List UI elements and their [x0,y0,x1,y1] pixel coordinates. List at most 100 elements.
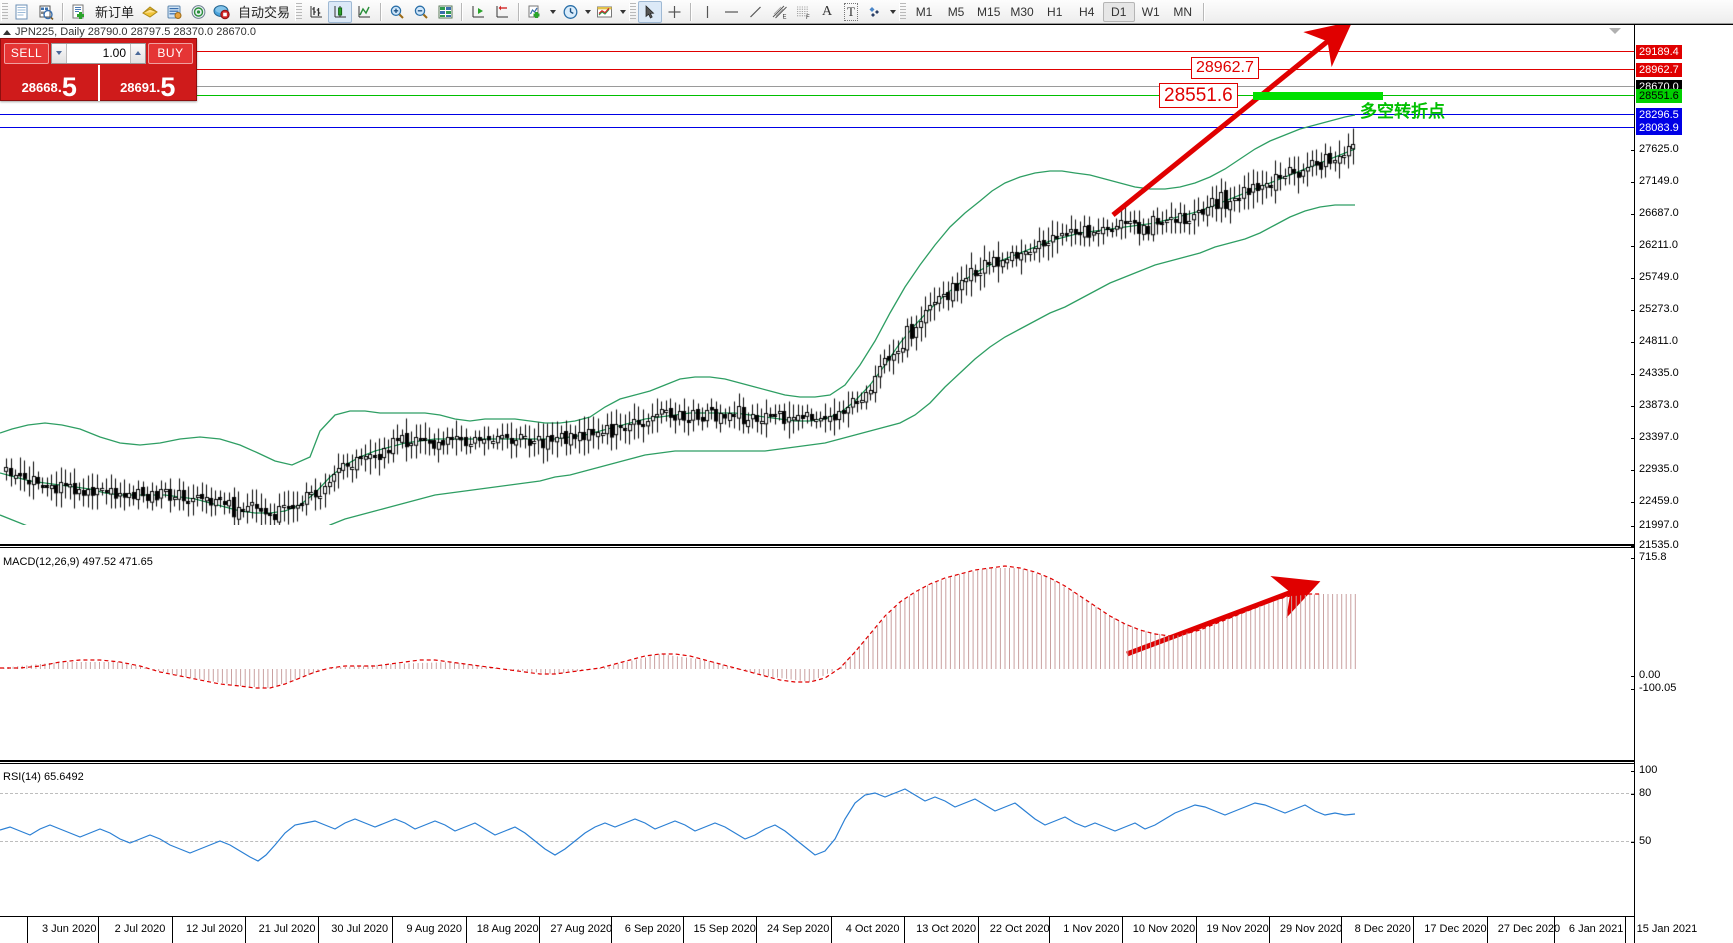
toolbar-grip-2[interactable] [295,2,303,21]
chart-shift-icon[interactable] [490,1,514,23]
trendline-icon[interactable] [743,1,767,23]
indicators-dropdown-caret[interactable] [547,1,558,23]
crosshair-icon[interactable] [662,1,686,23]
objects-dropdown-caret[interactable] [887,1,898,23]
chart-expand-icon[interactable] [3,29,11,35]
date-tick [465,917,467,943]
rsi-indicator-label[interactable]: RSI(14) 65.6492 [3,771,84,783]
new-order-icon[interactable] [67,1,91,23]
chart-window[interactable]: JPN225, Daily 28790.0 28797.5 28370.0 28… [0,24,1733,943]
date-tick [1554,917,1556,943]
ytick-rsi-50: 50 [1630,835,1651,847]
data-window-icon[interactable] [433,1,457,23]
objects-list-icon[interactable] [863,1,887,23]
ytick-24811: 24811.0 [1631,335,1678,347]
toolbar-grip-4[interactable] [899,2,907,21]
timeframe-w1[interactable]: W1 [1141,4,1160,19]
text-icon-glyph: A [821,3,833,19]
vertical-line-icon[interactable] [695,1,719,23]
turning-point-label[interactable]: 多空转折点 [1360,102,1445,122]
rsi-level-80 [0,793,1634,794]
buy-price-separator: . [156,79,161,96]
chart-symbol-header: JPN225, Daily 28790.0 28797.5 28370.0 28… [0,25,256,39]
one-click-trading-panel[interactable]: SELL 1.00 BUY 28668 . 5 28691 . 5 [0,38,197,101]
volume-increase-button[interactable] [130,43,145,63]
rsi-pane-top-separator-2 [0,763,1634,764]
templates-dropdown-caret[interactable] [617,1,628,23]
templates-icon[interactable] [593,1,617,23]
market-watch-icon[interactable] [34,1,58,23]
toolbar-separator [62,2,63,21]
date-tick-label: 22 Oct 2020 [989,923,1050,935]
buy-price[interactable]: 28691 . 5 [100,65,197,101]
chart-plot-area[interactable]: 28962.7 28551.6 多空转折点 [0,25,1634,943]
timeframe-m15[interactable]: M15 [977,4,1001,19]
zoom-in-icon[interactable] [385,1,409,23]
volume-decrease-button[interactable] [52,43,67,63]
periodicity-icon[interactable] [558,1,582,23]
date-tick-label: 15 Sep 2020 [693,923,756,935]
pivot-label[interactable]: 28551.6 [1159,83,1238,108]
date-axis[interactable]: 3 Jun 2020 2 Jul 2020 12 Jul 2020 21 Jul 20… [0,916,1697,943]
autotrading-button[interactable]: 自动交易 [238,6,291,21]
macd-indicator-label[interactable]: MACD(12,26,9) 497.52 471.65 [3,556,153,568]
toolbar-grip[interactable] [1,2,8,21]
auto-scroll-icon[interactable] [466,1,490,23]
volume-input[interactable]: 1.00 [102,46,126,60]
chart-shift-handle[interactable] [1609,28,1621,35]
equidistant-channel-icon[interactable]: E [767,1,791,23]
toolbar-separator-5 [690,2,692,21]
toolbar-separator-4 [518,2,520,21]
timeframe-mn[interactable]: MN [1173,4,1193,19]
symbol-ohlc-text: JPN225, Daily 28790.0 28797.5 28370.0 28… [15,26,256,38]
rsi-line [0,788,1356,862]
timeframe-h1[interactable]: H1 [1047,4,1063,19]
one-click-trading-top-row: SELL 1.00 BUY [1,39,196,65]
date-tick [682,917,684,943]
timeframe-m1[interactable]: M1 [915,4,933,19]
buy-button[interactable]: BUY [148,42,193,64]
ytick-21997: 21997.0 [1631,519,1679,531]
fibonacci-retracement-icon[interactable]: F [791,1,815,23]
macd-pane-top-separator [0,544,1634,546]
price-scale[interactable]: 29189.4 28962.7 28670.0 28551.6 28296.5 … [1630,25,1733,943]
bar-chart-icon[interactable] [304,1,328,23]
navigator-icon[interactable] [162,1,186,23]
ytick-27149: 27149.0 [1631,175,1679,187]
terminal-icon[interactable] [186,1,210,23]
timeframe-d1[interactable]: D1 [1102,1,1135,22]
sell-price[interactable]: 28668 . 5 [1,65,98,101]
timeframe-m5[interactable]: M5 [947,4,965,19]
date-tick [1413,917,1415,943]
indicators-icon[interactable] [523,1,547,23]
volume-stepper[interactable]: 1.00 [51,42,146,64]
autotrading-icon[interactable] [210,1,234,23]
date-tick-label: 17 Dec 2020 [1424,923,1487,935]
new-order-button[interactable]: 新订单 [95,6,135,21]
timeframe-m30[interactable]: M30 [1010,4,1034,19]
sell-button[interactable]: SELL [4,42,49,64]
toolbar-grip-3[interactable] [629,2,637,21]
text-label-icon[interactable]: T [839,1,863,23]
date-tick-label: 27 Dec 2020 [1497,923,1561,935]
zoom-out-icon[interactable] [409,1,433,23]
line-chart-icon[interactable] [352,1,376,23]
date-tick-label: 12 Jul 2020 [186,923,243,935]
text-icon[interactable]: A [815,1,839,23]
timeframe-h4[interactable]: H4 [1079,4,1095,19]
sell-price-decimal: 5 [61,72,77,102]
ytick-26687: 26687.0 [1631,207,1679,219]
date-tick [317,917,319,943]
date-tick [1269,917,1271,943]
metaeditor-icon[interactable] [138,1,162,23]
new-chart-icon[interactable] [10,1,34,23]
ytick-24335: 24335.0 [1631,367,1679,379]
resistance-label[interactable]: 28962.7 [1191,57,1259,79]
periodicity-dropdown-caret[interactable] [582,1,593,23]
cursor-icon[interactable] [638,0,663,23]
candlestick-chart-icon[interactable] [328,0,353,23]
date-tick-label: 18 Aug 2020 [476,923,539,935]
horizontal-line-icon[interactable] [719,1,743,23]
date-tick-label: 19 Nov 2020 [1206,923,1269,935]
